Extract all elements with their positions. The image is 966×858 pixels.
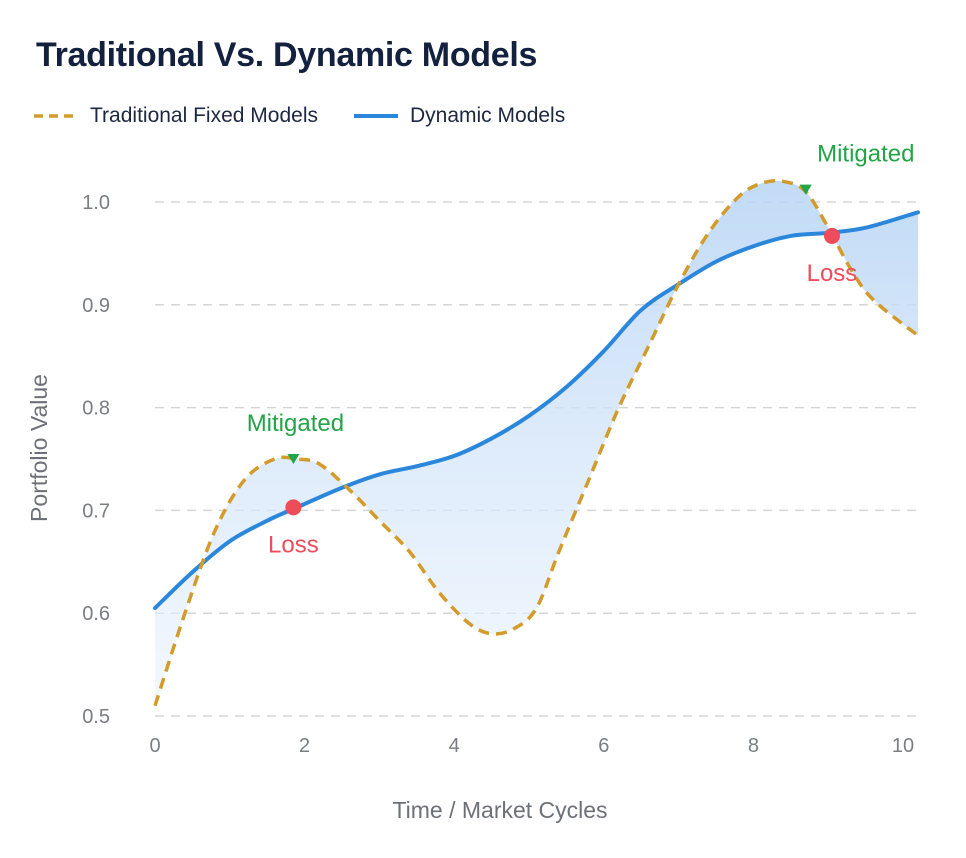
legend-item-traditional[interactable]: Traditional Fixed Models [34, 104, 318, 128]
x-tick-label: 2 [299, 735, 310, 757]
difference-shading [155, 180, 918, 706]
legend-label-traditional: Traditional Fixed Models [90, 104, 318, 127]
chart-title: Traditional Vs. Dynamic Models [36, 36, 538, 74]
x-tick-label: 4 [449, 735, 460, 757]
y-tick-label: 0.9 [82, 295, 110, 317]
legend: Traditional Fixed Models Dynamic Models [34, 104, 601, 128]
axis-ticks: 0.5 0.6 0.7 0.8 0.9 1.0 0 2 4 6 8 10 [82, 192, 914, 757]
annotation-loss-label: Loss [268, 531, 319, 558]
series-lines [153, 179, 920, 707]
y-tick-label: 0.5 [82, 706, 110, 728]
mitigated-marker [799, 184, 812, 195]
y-axis-title: Portfolio Value [26, 374, 52, 522]
y-tick-label: 0.7 [82, 500, 110, 522]
x-tick-label: 8 [748, 735, 759, 757]
x-axis-title: Time / Market Cycles [392, 797, 607, 823]
x-tick-label: 10 [892, 735, 914, 757]
legend-swatch-dashed [34, 114, 78, 118]
series-line-dynamic[interactable] [153, 210, 920, 611]
annotation-mitigated-label: Mitigated [247, 410, 344, 437]
legend-label-dynamic: Dynamic Models [410, 104, 566, 127]
annotation-mitigated-label: Mitigated [817, 141, 914, 168]
x-tick-label: 6 [598, 735, 609, 757]
annotations: Mitigated Loss Mitigated Loss [247, 141, 915, 559]
y-tick-label: 1.0 [82, 192, 110, 214]
annotation-loss-label: Loss [807, 260, 858, 287]
difference-area [155, 180, 918, 706]
series-line-traditional[interactable] [153, 179, 920, 707]
loss-marker [823, 227, 840, 244]
mitigated-marker [287, 454, 300, 464]
legend-swatch-solid [354, 114, 398, 118]
legend-item-dynamic[interactable]: Dynamic Models [354, 104, 565, 128]
y-tick-label: 0.8 [82, 398, 110, 420]
loss-marker [285, 499, 302, 516]
y-tick-label: 0.6 [82, 603, 110, 625]
x-tick-label: 0 [149, 735, 160, 757]
